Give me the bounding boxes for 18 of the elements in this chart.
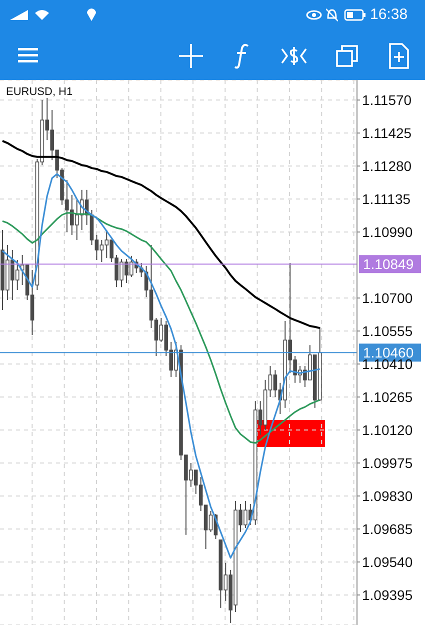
y-tick-label: 1.11280 (362, 158, 412, 174)
y-tick-label: 1.09540 (362, 554, 413, 570)
y-tick-label: 1.11135 (362, 190, 411, 207)
y-tick-label: 1.09975 (362, 454, 413, 471)
y-tick-label: 1.11425 (362, 124, 412, 141)
y-tick-label: 1.09395 (362, 586, 413, 603)
y-tick-label: 1.09830 (362, 488, 413, 504)
y-tick-label: 1.10700 (362, 290, 413, 306)
ref-line-label: 1.10849 (363, 256, 414, 272)
y-tick-label: 1.10120 (362, 422, 413, 438)
y-tick-label: 1.10555 (362, 322, 413, 339)
text: 16:38 (370, 6, 408, 23)
line-series (1, 140, 321, 330)
y-tick-label: 1.09685 (362, 520, 413, 537)
y-tick-label: 1.10990 (362, 224, 413, 240)
text: EURUSD, H1 (4, 86, 75, 98)
y-tick-label: 1.10265 (362, 388, 413, 405)
y-tick-label: 1.11570 (362, 92, 412, 108)
